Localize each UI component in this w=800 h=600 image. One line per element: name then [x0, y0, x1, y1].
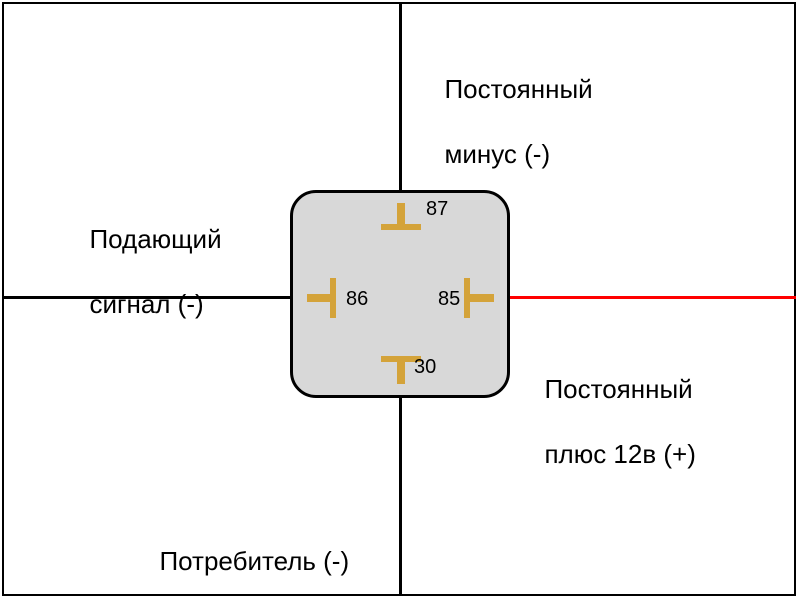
terminal-30-label: 30 — [414, 356, 436, 379]
terminal-87-cap — [381, 224, 421, 230]
label-line: плюс 12в (+) — [544, 439, 695, 469]
terminal-85-label: 85 — [438, 288, 460, 311]
terminal-85-stem — [470, 294, 494, 302]
terminal-86-label: 86 — [346, 288, 368, 311]
label-constant-plus: Постоянный плюс 12в (+) — [530, 340, 696, 470]
terminal-86-cap — [330, 278, 336, 318]
terminal-87-label: 87 — [426, 198, 448, 221]
label-consumer: Потребитель (-) — [145, 512, 349, 577]
label-line: сигнал (-) — [89, 289, 203, 319]
terminal-87-stem — [397, 203, 405, 225]
label-constant-minus: Постоянный минус (-) — [430, 40, 593, 170]
wire-bottom — [399, 398, 402, 596]
label-line: Постоянный — [544, 374, 692, 404]
label-line: Подающий — [89, 224, 221, 254]
terminal-86-stem — [307, 294, 331, 302]
label-signal-input: Подающий сигнал (-) — [75, 190, 222, 320]
label-line: Потребитель (-) — [159, 546, 349, 576]
terminal-30-stem — [397, 362, 405, 384]
wire-right — [510, 296, 796, 299]
terminal-85-cap — [464, 278, 470, 318]
wire-top — [399, 4, 402, 190]
label-line: Постоянный — [444, 74, 592, 104]
label-line: минус (-) — [444, 139, 550, 169]
